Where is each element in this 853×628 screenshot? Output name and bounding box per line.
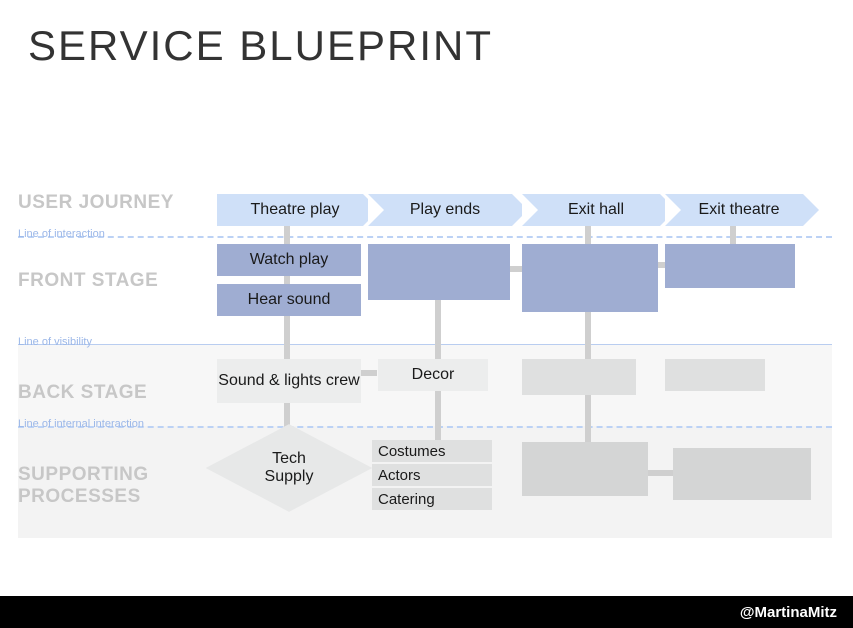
connector [361, 370, 377, 376]
front-box-watch-play: Watch play [217, 244, 361, 276]
line-visibility-label: Line of visibility [18, 336, 92, 348]
footer-credit: @MartinaMitz [0, 596, 853, 628]
line-interaction [18, 236, 832, 238]
support-list-item: Actors [372, 464, 492, 486]
support-diamond-tech-supply: Tech Supply [213, 440, 365, 496]
journey-step: Exit hall [522, 194, 676, 226]
support-list: CostumesActorsCatering [372, 440, 492, 512]
journey-step: Play ends [368, 194, 528, 226]
back-box-blank-3 [665, 359, 765, 391]
support-box-blank-3 [673, 448, 811, 500]
row-label-support: SUPPORTINGPROCESSES [18, 464, 149, 508]
line-internal-label: Line of internal interaction [18, 418, 144, 430]
row-label-back: BACK STAGE [18, 382, 147, 404]
support-list-item: Catering [372, 488, 492, 510]
support-list-item: Costumes [372, 440, 492, 462]
line-interaction-label: Line of interaction [18, 228, 105, 240]
journey-step-label: Exit hall [522, 194, 660, 226]
row-label-front: FRONT STAGE [18, 270, 158, 292]
front-box-hear-sound: Hear sound [217, 284, 361, 316]
back-box-sound-lights: Sound & lights crew [217, 359, 361, 403]
row-label-journey: USER JOURNEY [18, 192, 174, 214]
back-box-blank-2 [522, 359, 636, 395]
blueprint-diagram: Line of interaction Line of visibility L… [18, 164, 832, 574]
support-box-blank-2 [522, 442, 648, 496]
connector [644, 470, 674, 476]
journey-step-label: Exit theatre [665, 194, 803, 226]
front-box-blank-1 [368, 244, 510, 300]
front-box-blank-3 [665, 244, 795, 288]
journey-step-label: Theatre play [217, 194, 363, 226]
journey-step: Exit theatre [665, 194, 819, 226]
journey-step-label: Play ends [368, 194, 512, 226]
page-title: SERVICE BLUEPRINT [0, 0, 853, 70]
line-visibility [18, 344, 832, 345]
journey-step: Theatre play [217, 194, 379, 226]
back-box-decor: Decor [378, 359, 488, 391]
front-box-blank-2 [522, 244, 658, 312]
